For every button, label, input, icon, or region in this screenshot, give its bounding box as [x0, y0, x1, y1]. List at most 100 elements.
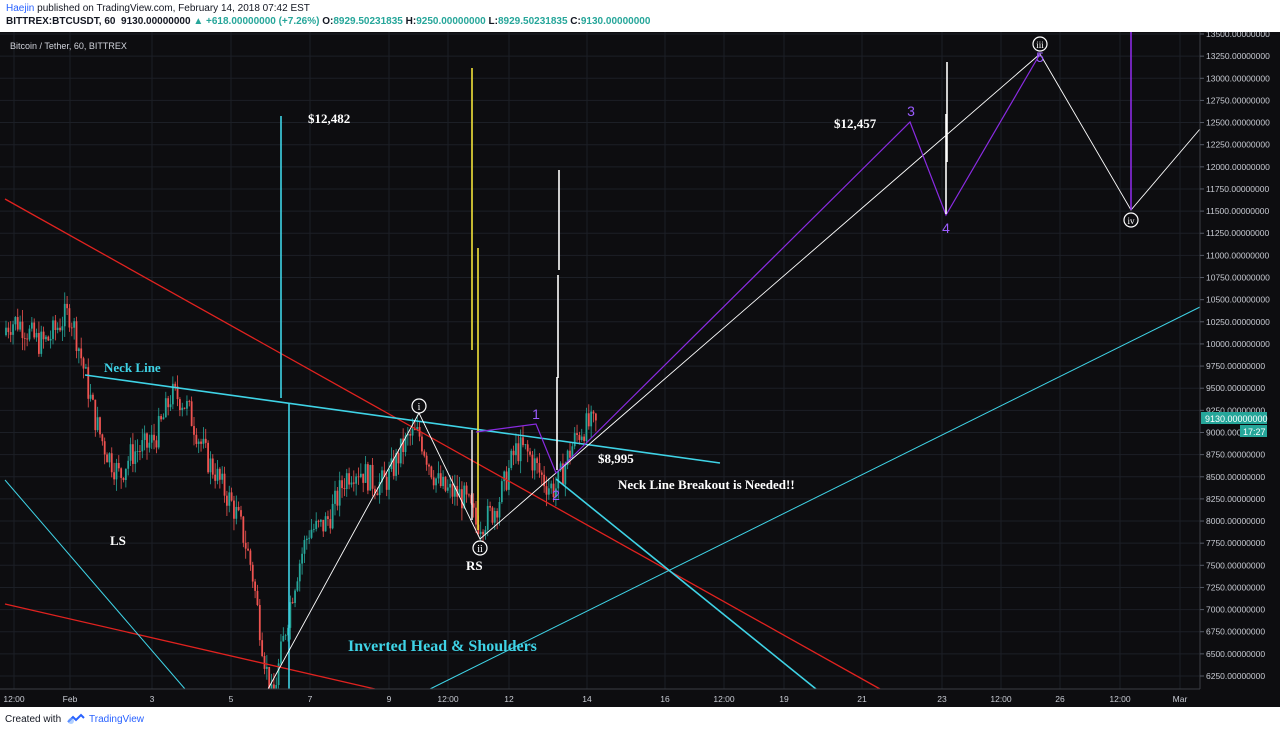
candle-up: [463, 485, 466, 509]
time-axis-ticks: 12:00 Feb 3 5 7 9 12:00 12 14 16 12:00 19 21 23 12:00 2…: [3, 694, 1187, 704]
candle-up: [566, 450, 569, 466]
candle-up: [303, 540, 306, 554]
candle-up: [381, 470, 383, 482]
candle-down: [505, 471, 508, 490]
cyan-lower-left-line: [4, 479, 186, 690]
candle-down: [529, 451, 531, 455]
candle-up: [143, 433, 146, 441]
price-change: +618.00000000 (+7.26%): [206, 16, 320, 27]
close-value: 9130.00000000: [580, 16, 651, 27]
candle-up: [40, 331, 43, 354]
candle-up: [73, 321, 76, 328]
red-lower-line: [4, 603, 376, 690]
candle-up: [294, 590, 296, 604]
candle-down: [421, 436, 423, 452]
tradingview-brand-link[interactable]: TradingView: [89, 714, 145, 725]
candle-up: [559, 463, 562, 471]
candle-down: [106, 454, 108, 463]
candle-down: [190, 401, 193, 427]
candle-down: [402, 438, 405, 453]
candle-down: [204, 438, 207, 443]
candle-down: [42, 331, 45, 340]
candle-up: [571, 446, 574, 458]
candle-up: [19, 321, 21, 330]
y-tick-label: 10000.00000000: [1206, 339, 1270, 349]
candle-up: [181, 407, 184, 411]
y-tick-label: 9000.00000000: [1206, 427, 1265, 437]
candle-down: [268, 666, 271, 695]
candle-down: [101, 434, 104, 442]
y-tick-label: 11500.00000000: [1206, 206, 1269, 216]
y-tick-label: 13000.00000000: [1206, 73, 1270, 83]
candle-up: [449, 483, 452, 488]
y-tick-label: 8250.00000000: [1206, 494, 1265, 504]
change-up-icon: ▲: [193, 16, 204, 27]
candle-up: [197, 441, 200, 444]
price-axis[interactable]: [1200, 32, 1280, 707]
wave-ii-marker: ii: [472, 540, 488, 556]
candle-up: [284, 635, 287, 637]
y-tick-label: 6250.00000000: [1206, 671, 1265, 681]
publication-line: Haejin published on TradingView.com, Feb…: [6, 3, 310, 14]
y-tick-label: 7250.00000000: [1206, 582, 1265, 592]
candle-up: [280, 641, 282, 664]
candle-up: [115, 463, 118, 480]
candle-down: [249, 550, 252, 565]
candle-down: [491, 507, 494, 523]
wave-ii-label: ii: [477, 544, 483, 555]
candle-down: [594, 413, 597, 421]
candle-up: [12, 324, 14, 335]
candle-down: [540, 472, 543, 475]
candle-up: [148, 442, 151, 448]
candle-up: [296, 581, 299, 591]
candle-down: [468, 494, 470, 496]
breakout-label: Neck Line Breakout is Needed!!: [618, 477, 795, 492]
candle-down: [200, 441, 202, 444]
candle-up: [63, 303, 66, 327]
candle-up: [171, 383, 174, 405]
candle-down: [247, 548, 249, 551]
candle-down: [261, 640, 264, 656]
subwave-3-label: 3: [907, 103, 915, 119]
author-link[interactable]: Haejin: [6, 3, 35, 14]
time-axis[interactable]: [0, 689, 1280, 707]
chart-title: Bitcoin / Tether, 60, BITTREX: [10, 41, 127, 51]
candle-down: [536, 458, 538, 464]
y-tick-label: 11750.00000000: [1206, 184, 1269, 194]
candle-down: [545, 486, 548, 495]
candle-down: [167, 398, 170, 408]
candle-up: [320, 519, 322, 522]
candle-up: [129, 444, 132, 461]
low-value: 8929.50231835: [497, 16, 568, 27]
candle-up: [235, 506, 238, 519]
chart-area[interactable]: i ii iii iv 1 2 3 4 5 Bitcoin / Tether, …: [0, 32, 1280, 707]
candle-down: [7, 327, 10, 333]
candle-up: [331, 503, 334, 529]
candle-down: [397, 453, 400, 464]
price-chart[interactable]: i ii iii iv 1 2 3 4 5 Bitcoin / Tether, …: [0, 32, 1280, 707]
candle-up: [442, 476, 444, 487]
candle-up: [49, 338, 52, 341]
symbol-line: BITTREX:BTCUSDT, 60 9130.00000000 ▲ +618…: [6, 16, 650, 27]
wave-iv-marker: iv: [1123, 212, 1139, 228]
candle-up: [453, 485, 456, 497]
candle-down: [517, 443, 520, 462]
candle-down: [263, 655, 266, 669]
right-shoulder-label: RS: [466, 558, 483, 573]
candle-down: [587, 413, 590, 427]
candle-down: [47, 336, 50, 341]
candle-down: [38, 332, 40, 354]
candle-up: [202, 438, 205, 444]
candle-up: [416, 426, 419, 430]
candle-up: [216, 468, 219, 481]
candle-down: [522, 437, 524, 446]
wave-i-label: i: [418, 402, 421, 413]
x-tick-label: 12:00: [437, 694, 459, 704]
y-tick-label: 13500.00000000: [1206, 32, 1270, 39]
candle-down: [291, 602, 294, 604]
candle-up: [289, 602, 292, 628]
y-tick-label: 9750.00000000: [1206, 361, 1265, 371]
candle-down: [82, 358, 85, 369]
candle-up: [312, 528, 315, 530]
candle-up: [508, 467, 510, 490]
